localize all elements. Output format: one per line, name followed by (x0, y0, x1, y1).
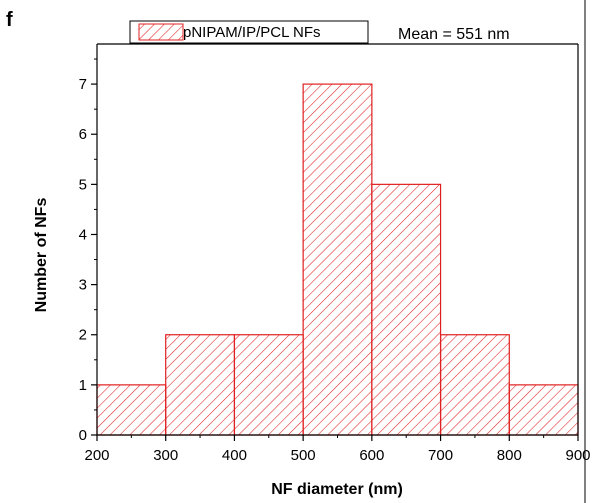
legend-label: pNIPAM/IP/PCL NFs (183, 24, 321, 41)
x-tick-label: 400 (222, 447, 247, 464)
x-tick-label: 600 (359, 447, 384, 464)
y-tick-label: 2 (79, 327, 87, 344)
bars-group (96, 83, 579, 436)
mean-annotation: Mean = 551 nm (398, 26, 510, 43)
x-tick-label: 300 (153, 447, 178, 464)
y-tick-label: 6 (79, 126, 87, 143)
x-tick-label: 800 (497, 447, 522, 464)
y-axis-title: Number of NFs (33, 198, 50, 313)
x-axis-title: NF diameter (nm) (271, 481, 403, 498)
histogram-bar (96, 384, 167, 436)
histogram-bar (165, 334, 236, 436)
y-tick-label: 0 (79, 427, 87, 444)
y-tick-label: 5 (79, 176, 87, 193)
legend-swatch (138, 23, 184, 41)
x-tick-label: 200 (84, 447, 109, 464)
histogram-bar (371, 183, 442, 436)
x-tick-label: 700 (428, 447, 453, 464)
y-tick-label: 1 (79, 377, 87, 394)
histogram-bar (439, 334, 510, 436)
panel-label: f (6, 9, 13, 31)
x-ticks-group: 200 300 400 500 600 700 800 900 (84, 435, 591, 464)
y-ticks-group: 0 1 2 3 4 5 6 7 (79, 58, 97, 444)
x-tick-label: 900 (565, 447, 590, 464)
legend-box (129, 20, 369, 44)
histogram-bar (233, 334, 304, 436)
y-tick-label: 3 (79, 277, 87, 294)
histogram-bar (302, 83, 373, 436)
legend: pNIPAM/IP/PCL NFs (129, 20, 369, 44)
histogram-bar (508, 384, 579, 436)
x-tick-label: 500 (291, 447, 316, 464)
y-tick-label: 7 (79, 76, 87, 93)
y-tick-label: 4 (79, 226, 87, 243)
